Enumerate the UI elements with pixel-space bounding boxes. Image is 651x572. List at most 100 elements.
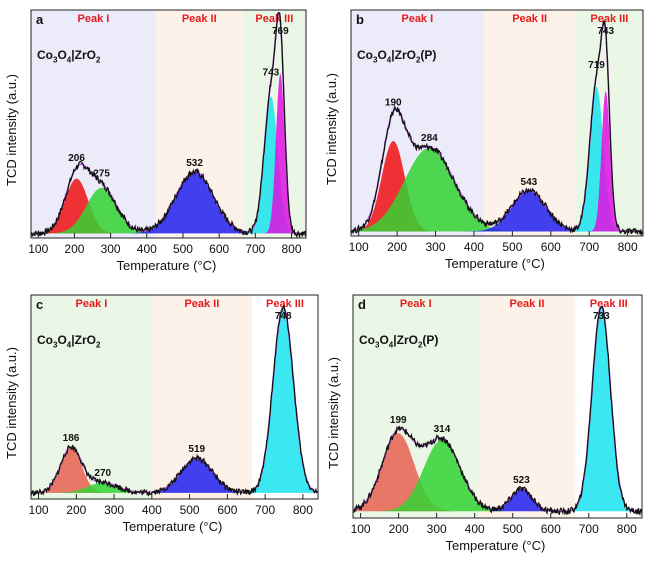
peak-314-component (369, 439, 515, 512)
region-label: Peak III (590, 13, 628, 25)
region-label: Peak I (401, 13, 433, 25)
y-axis-label: TCD intensity (a.u.) (324, 73, 339, 185)
peak-label: 190 (385, 98, 402, 109)
sample-part: |ZrO (71, 333, 96, 347)
x-tick-label: 300 (426, 240, 446, 254)
x-axis-label: Temperature (°C) (445, 538, 546, 553)
x-tick-label: 500 (502, 240, 522, 254)
plot-frame (350, 9, 644, 237)
peak-label: 314 (434, 424, 451, 435)
peak-label: 719 (588, 60, 605, 71)
x-tick-label: 100 (28, 242, 48, 256)
experimental-tcd-line (30, 305, 319, 497)
sample-part: O (377, 48, 387, 62)
experimental-tcd-line (352, 305, 643, 517)
peak-label: 532 (186, 158, 203, 169)
sample-subscript: 2 (417, 340, 423, 350)
sample-part: O (379, 333, 389, 347)
x-tick-label: 600 (541, 240, 561, 254)
region-label: Peak II (182, 13, 217, 25)
panel-a: Peak I Peak II Peak III 206 275 532 743 769 100 2… (0, 0, 316, 286)
sample-part: Co (357, 48, 373, 62)
peak-label: 199 (390, 415, 407, 426)
plot-frame (352, 294, 643, 519)
sample-part: O (57, 333, 67, 347)
x-tick-label: 800 (282, 242, 302, 256)
region-label: Peak I (76, 298, 108, 310)
sample-name: Co3O4|ZrO2 (37, 333, 100, 349)
x-tick-label: 700 (579, 240, 599, 254)
x-tick-label: 200 (389, 522, 409, 536)
peak-186-component (31, 448, 114, 493)
x-tick-label: 100 (29, 503, 49, 517)
peak-label: 206 (68, 153, 85, 164)
panel-letter: a (36, 12, 44, 27)
x-tick-label: 800 (617, 522, 637, 536)
peak-523-component (478, 489, 564, 512)
sample-part: |ZrO (393, 333, 418, 347)
x-tick-label: 400 (142, 503, 162, 517)
region-label: Peak I (78, 13, 110, 25)
plot-frame (30, 9, 307, 239)
peak-label: 186 (63, 433, 80, 444)
sample-name: Co3O4|ZrO2 (37, 48, 100, 64)
panel-c-plot: Peak I Peak II Peak III 186 270 519 748 100 200 3… (29, 294, 319, 517)
experimental-tcd-line (30, 11, 307, 239)
peak-519-component (133, 458, 261, 493)
peak-190-component (351, 141, 440, 232)
y-axis-label: TCD intensity (a.u.) (4, 74, 19, 186)
peak-206-component (31, 178, 123, 234)
peak-284-component (351, 147, 530, 232)
x-tick-label: 600 (217, 503, 237, 517)
x-axis-label: Temperature (°C) (445, 256, 545, 271)
x-tick-label: 500 (180, 503, 200, 517)
experimental-tcd-line (350, 20, 643, 236)
panel-b-plot: Peak I Peak II Peak III 190 284 543 719 743 100 2… (349, 9, 644, 254)
x-tick-label: 100 (351, 522, 371, 536)
x-tick-label: 500 (503, 522, 523, 536)
panel-b: Peak I Peak II Peak III 190 284 543 719 743 100 2… (324, 0, 651, 284)
peak-label: 743 (263, 67, 280, 78)
peak-label: 733 (593, 311, 610, 322)
panel-d: Peak I Peak II Peak III 199 314 523 733 100 200 3… (326, 285, 651, 566)
peak-719-component (568, 86, 625, 232)
sample-part: Co (37, 333, 53, 347)
peak-748-component (242, 307, 318, 493)
peak-label: 769 (272, 26, 289, 37)
panel-d-plot: Peak I Peak II Peak III 199 314 523 733 100 200 3… (351, 294, 643, 536)
peak-743-component (243, 96, 299, 234)
peak-label: 743 (597, 26, 614, 37)
peak-275-component (40, 187, 163, 234)
peak-label: 519 (188, 444, 205, 455)
peak-543-component (459, 190, 598, 232)
sample-part: O (57, 48, 67, 62)
region-label: Peak III (266, 298, 304, 310)
peak-label: 284 (421, 133, 438, 144)
x-tick-label: 300 (427, 522, 447, 536)
peak-label: 543 (521, 177, 538, 188)
y-axis-label: TCD intensity (a.u.) (4, 347, 19, 459)
sample-part: |ZrO (71, 48, 96, 62)
peak-label: 748 (275, 311, 292, 322)
panel-letter: d (358, 297, 366, 312)
peak-270-component (42, 482, 164, 493)
x-tick-label: 200 (66, 503, 86, 517)
region-2-background (478, 295, 576, 518)
x-axis-label: Temperature (°C) (116, 258, 217, 273)
sample-subscript: 4 (66, 340, 72, 350)
sample-part: Co (359, 333, 375, 347)
x-tick-label: 600 (541, 522, 561, 536)
panel-letter: b (356, 12, 364, 27)
region-label: Peak III (255, 13, 293, 25)
peak-199-component (353, 433, 463, 512)
x-tick-label: 300 (101, 242, 121, 256)
region-label: Peak II (510, 298, 545, 310)
region-label: Peak I (400, 298, 432, 310)
sample-part: |ZrO (391, 48, 416, 62)
x-axis-label: Temperature (°C) (122, 519, 223, 534)
y-axis-label: TCD intensity (a.u.) (326, 356, 341, 469)
sample-subscript: 3 (373, 55, 378, 65)
sample-subscript: 3 (375, 340, 380, 350)
x-tick-label: 700 (245, 242, 265, 256)
sample-subscript: 2 (95, 55, 101, 65)
